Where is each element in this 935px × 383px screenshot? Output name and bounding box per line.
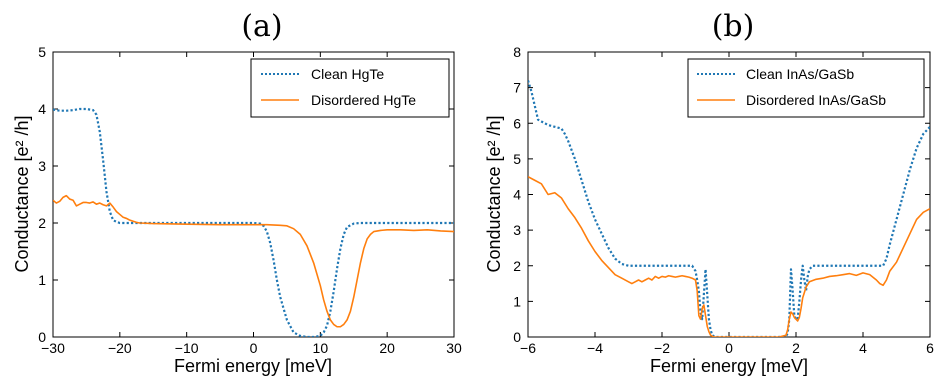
panel-a-legend-box [250,58,450,118]
panel-a-xlabel: Fermi energy [meV] [174,356,332,376]
panel-a-y-tick-label: 5 [38,44,46,60]
panel-b-series-disordered-line [528,175,930,337]
panel-a-y-tick-label: 3 [38,158,46,174]
panel-a-y-tick-label: 2 [38,215,46,231]
panel-b-label: (b) [712,9,755,44]
panel-a-x-tick-label: 30 [446,340,462,356]
panel-b-y-tick-label: 5 [513,151,521,167]
panel-a-y-tick-label: 1 [38,272,46,288]
panel-b-legend-label-disordered: Disordered InAs/GaSb [746,92,886,108]
panel-a-series-disordered-line [53,194,454,328]
panel-b: (b) −6 −4 −2 0 2 4 6 0 1 2 3 4 5 6 7 8 Fermi energy [m… [484,9,934,376]
panel-b-y-tick-label: 1 [513,293,521,309]
panel-b-legend: Clean InAs/GaSb Disordered InAs/GaSb [687,58,925,118]
panel-b-x-tick-label: 6 [926,340,934,356]
panel-a-legend: Clean HgTe Disordered HgTe [250,58,450,118]
panel-b-legend-label-clean: Clean InAs/GaSb [746,66,854,82]
panel-a-x-tick-label: −30 [41,340,65,356]
panel-b-xlabel: Fermi energy [meV] [650,356,808,376]
panel-b-legend-box [687,58,925,118]
panel-a-x-tick-label: 0 [250,340,258,356]
panel-b-y-tick-label: 2 [513,258,521,274]
panel-b-x-tick-label: 4 [859,340,867,356]
panel-b-y-tick-label: 3 [513,222,521,238]
panel-b-ylabel: Conductance [e² /h] [484,115,504,272]
panel-a-label: (a) [241,9,282,44]
panel-a-series-clean-line [53,107,454,337]
panel-a-x-tick-label: 10 [313,340,329,356]
panel-a: (a) −30 −20 −10 0 10 20 30 0 1 2 3 4 5 Fermi energy… [12,9,462,376]
panel-b-y-tick-label: 8 [513,44,521,60]
panel-b-x-tick-label: −4 [587,340,603,356]
panel-b-y-tick-label: 7 [513,80,521,96]
panel-b-x-ticks: −6 −4 −2 0 2 4 6 [520,52,934,356]
panel-a-x-tick-label: −20 [108,340,132,356]
panel-b-x-tick-label: 0 [725,340,733,356]
panel-a-x-tick-label: −10 [175,340,199,356]
panel-a-x-tick-label: 20 [379,340,395,356]
panel-a-series [53,107,454,337]
panel-b-x-tick-label: 2 [792,340,800,356]
panel-b-series-clean-line [528,80,930,337]
panel-a-y-tick-label: 4 [38,101,46,117]
panel-b-y-ticks: 0 1 2 3 4 5 6 7 8 [513,44,930,345]
panel-b-y-tick-label: 4 [513,187,521,203]
panel-a-legend-label-clean: Clean HgTe [311,66,384,82]
panel-a-legend-label-disordered: Disordered HgTe [311,92,416,108]
panel-b-series [528,80,930,337]
panel-a-ylabel: Conductance [e² /h] [12,115,32,272]
panel-a-y-ticks: 0 1 2 3 4 5 [38,44,454,345]
panel-b-y-tick-label: 6 [513,115,521,131]
panel-a-x-ticks: −30 −20 −10 0 10 20 30 [41,52,462,356]
panel-a-y-tick-label: 0 [38,329,46,345]
panel-b-x-tick-label: −6 [520,340,536,356]
panel-b-x-tick-label: −2 [654,340,670,356]
panel-b-y-tick-label: 0 [513,329,521,345]
